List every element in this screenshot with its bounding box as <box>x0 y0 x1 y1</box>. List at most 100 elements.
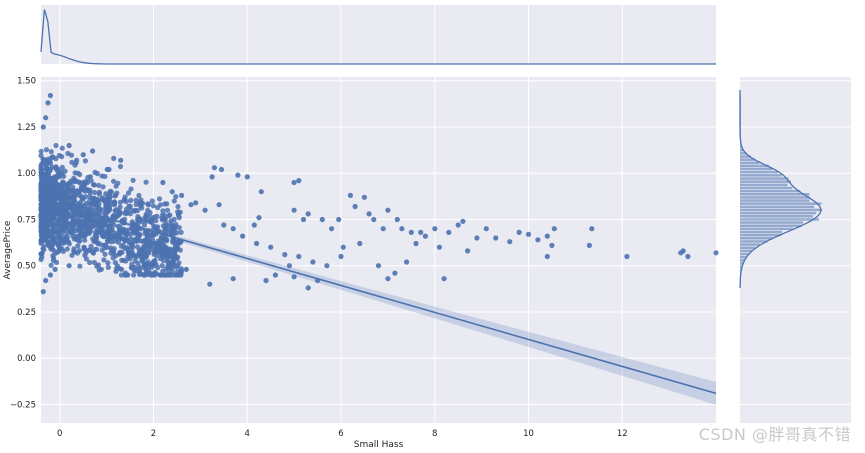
scatter-point <box>385 207 391 213</box>
scatter-point <box>171 198 177 204</box>
scatter-point <box>97 206 103 212</box>
histogram-bar <box>740 240 768 243</box>
scatter-point <box>70 184 76 190</box>
scatter-point <box>413 240 419 247</box>
scatter-point <box>50 222 56 228</box>
scatter-point <box>72 228 78 234</box>
scatter-point <box>49 228 55 234</box>
scatter-point <box>319 216 325 223</box>
scatter-point <box>113 268 119 274</box>
scatter-point <box>133 197 139 203</box>
scatter-point <box>272 272 278 278</box>
scatter-point <box>173 194 179 200</box>
y-tick-label: 0.00 <box>17 354 36 364</box>
x-tick-label: 8 <box>432 429 437 439</box>
scatter-point <box>58 169 64 175</box>
scatter-point <box>45 100 51 106</box>
histogram-bar <box>740 202 822 205</box>
scatter-point <box>176 260 182 266</box>
scatter-point <box>77 219 83 225</box>
histogram-bar <box>740 199 810 202</box>
scatter-point <box>117 224 123 230</box>
scatter-point <box>256 215 262 221</box>
y-axis-ticks: −0.25 0.00 0.25 0.50 0.75 1.00 1.25 1.50 <box>10 77 36 411</box>
scatter-point <box>361 194 367 200</box>
scatter-point <box>483 226 489 232</box>
scatter-point <box>244 174 250 180</box>
scatter-point <box>38 205 44 211</box>
scatter-point <box>136 192 142 199</box>
scatter-point <box>305 211 311 217</box>
scatter-point <box>183 266 189 272</box>
marginal-x-kde <box>40 9 716 65</box>
scatter-point <box>291 207 297 213</box>
scatter-point <box>54 191 60 197</box>
scatter-point <box>392 270 398 276</box>
scatter-point <box>104 237 111 244</box>
scatter-point <box>432 226 438 232</box>
scatter-point <box>151 232 157 238</box>
scatter-point <box>142 214 148 220</box>
scatter-point <box>109 226 115 233</box>
histogram-bar <box>740 237 773 240</box>
histogram-bar <box>740 249 753 253</box>
scatter-point <box>38 213 44 219</box>
scatter-point <box>114 190 120 196</box>
scatter-point <box>76 202 82 208</box>
scatter-point <box>163 266 169 272</box>
scatter-point <box>44 182 50 188</box>
scatter-point <box>357 240 363 247</box>
scatter-point <box>120 242 126 248</box>
scatter-point <box>175 204 181 210</box>
scatter-point <box>50 253 56 259</box>
scatter-point <box>436 244 442 250</box>
scatter-point <box>95 262 102 268</box>
scatter-point <box>172 249 178 255</box>
scatter-point <box>474 235 480 241</box>
x-tick-label: 2 <box>151 429 156 439</box>
scatter-point <box>108 189 114 195</box>
x-tick-label: 0 <box>57 429 62 439</box>
scatter-point <box>291 179 297 186</box>
scatter-point <box>60 190 66 196</box>
scatter-point <box>72 162 78 168</box>
scatter-point <box>47 272 54 278</box>
scatter-point <box>111 246 117 252</box>
scatter-point <box>41 243 47 249</box>
scatter-point <box>153 218 159 224</box>
scatter-point <box>713 250 719 256</box>
scatter-point <box>87 259 93 266</box>
scatter-point <box>132 265 138 271</box>
scatter-point <box>100 195 106 201</box>
scatter-point <box>441 276 447 282</box>
x-tick-label: 4 <box>245 429 250 439</box>
scatter-point <box>135 234 142 240</box>
scatter-point <box>69 201 75 207</box>
scatter-point <box>115 180 121 186</box>
scatter-point <box>455 222 461 228</box>
scatter-point <box>170 237 176 244</box>
scatter-point <box>141 263 147 269</box>
scatter-point <box>128 251 134 257</box>
scatter-point <box>92 208 98 214</box>
scatter-point <box>48 149 54 155</box>
scatter-point <box>56 186 62 192</box>
scatter-point <box>329 226 335 232</box>
scatter-point <box>87 194 93 200</box>
scatter-point <box>112 260 118 266</box>
scatter-point <box>77 224 83 230</box>
scatter-point <box>102 251 108 257</box>
scatter-point <box>52 266 58 272</box>
scatter-point <box>65 195 71 201</box>
x-tick-label: 6 <box>338 429 343 439</box>
scatter-point <box>418 229 424 235</box>
scatter-point <box>68 210 75 216</box>
histogram-bar <box>740 152 747 155</box>
histogram-bar <box>740 262 744 265</box>
scatter-point <box>77 171 83 178</box>
scatter-point <box>175 209 181 215</box>
marginal-y-kde <box>739 90 822 288</box>
scatter-point <box>43 115 49 121</box>
scatter-point <box>111 155 117 161</box>
scatter-point <box>106 196 112 203</box>
